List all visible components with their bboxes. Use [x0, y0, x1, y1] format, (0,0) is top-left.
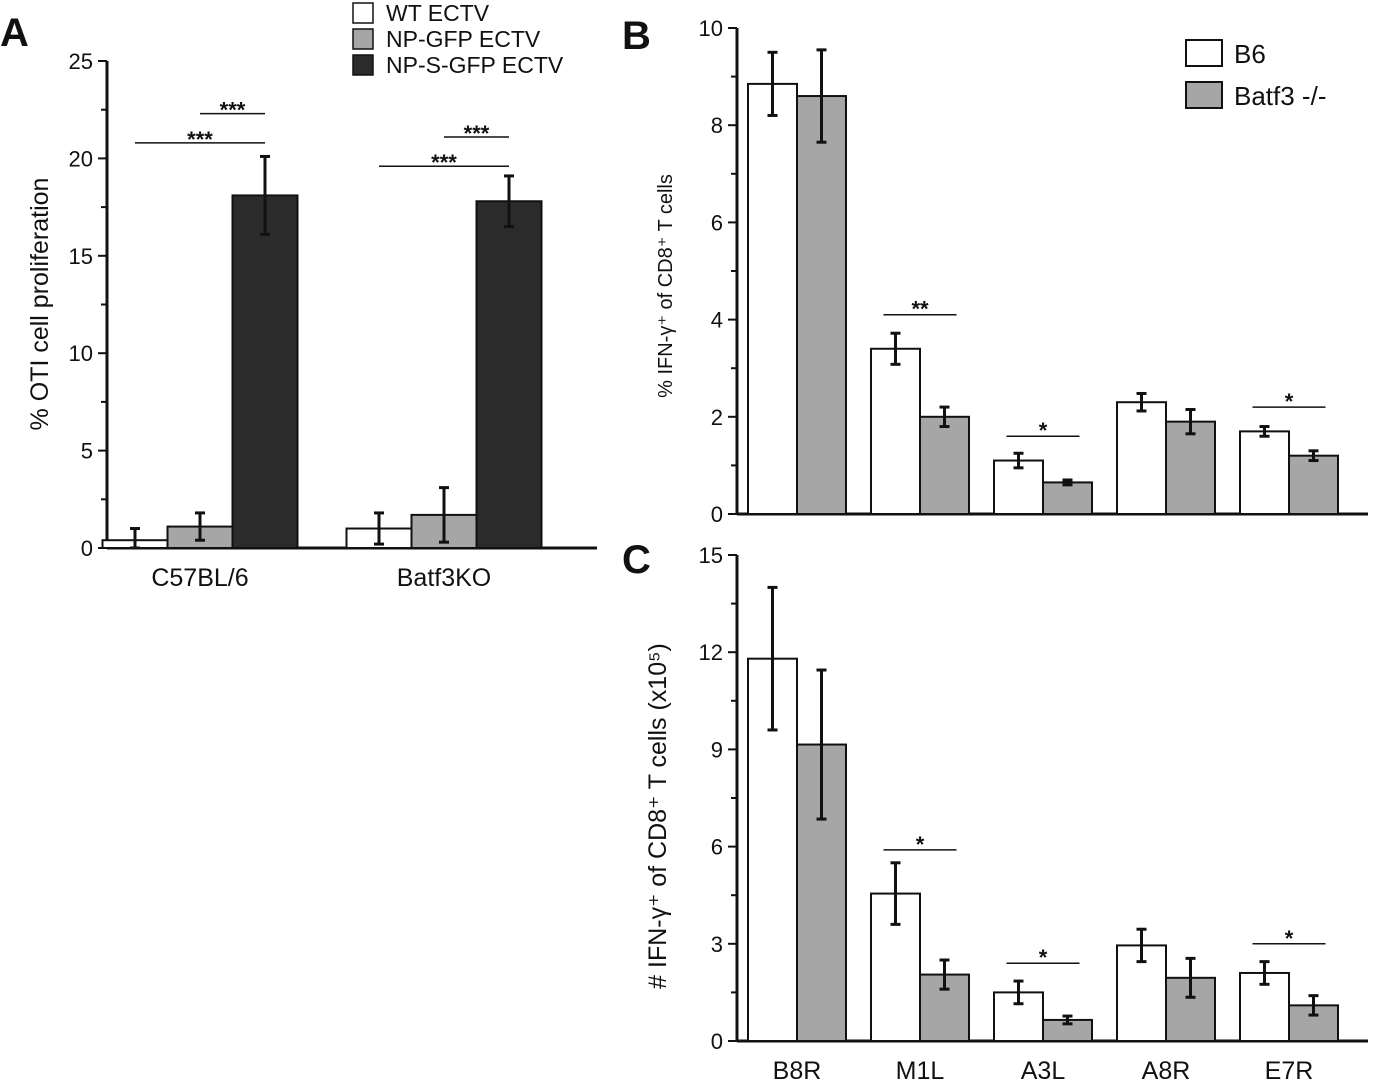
bar-m1l-1 [919, 415, 970, 515]
significance-label: *** [187, 127, 213, 152]
bar-a3l-0 [993, 459, 1044, 516]
legend-swatch [352, 54, 374, 76]
y-tick-label: 9 [711, 737, 723, 762]
x-category-label: C57BL/6 [151, 564, 248, 592]
panel-a: A 0 5 10 15 20 25 % OTI cell proliferation C57BL… [0, 0, 597, 592]
y-tick-label: 4 [711, 308, 723, 333]
significance-label: * [1285, 389, 1294, 414]
y-tick-label: 6 [711, 210, 723, 235]
y-tick-label: 8 [711, 113, 723, 138]
bar-a8r-1 [1165, 420, 1216, 515]
y-tick-label: 0 [711, 1029, 723, 1054]
significance-label: ** [911, 297, 929, 322]
bar-a8r-0 [1116, 401, 1167, 515]
legend-swatch [1185, 81, 1223, 109]
legend-swatch [352, 2, 374, 24]
y-axis-title: % IFN-γ⁺ of CD8⁺ T cells [655, 174, 677, 398]
panel-letter-b: B [622, 14, 651, 58]
y-tick-label: 6 [711, 835, 723, 860]
x-category-label: A3L [1021, 1057, 1066, 1080]
y-tick-label: 10 [69, 341, 93, 366]
y-tick-label: 10 [699, 16, 723, 41]
y-tick-label: 12 [699, 640, 723, 665]
y-axis-title: # IFN-γ⁺ of CD8⁺ T cells (x10⁵) [644, 643, 672, 989]
bar-e7r-0 [1239, 430, 1290, 516]
y-tick-label: 20 [69, 146, 93, 171]
x-category-label: M1L [896, 1057, 945, 1080]
bar-b8r-1 [796, 95, 847, 515]
significance-label: * [916, 832, 925, 857]
significance-label: *** [220, 98, 246, 123]
x-category-label: Batf3KO [397, 564, 492, 592]
y-tick-label: 2 [711, 405, 723, 430]
y-tick-label: 3 [711, 932, 723, 957]
bar-b8r-0 [747, 82, 798, 515]
y-axis-title: % OTI cell proliferation [26, 178, 54, 431]
bar-m1l-0 [870, 892, 921, 1043]
legend-label: NP-S-GFP ECTV [386, 52, 564, 78]
legend-label: Batf3 -/- [1234, 81, 1326, 111]
y-tick-label: 15 [699, 543, 723, 568]
x-category-label: E7R [1265, 1057, 1314, 1080]
legend-swatch [1185, 39, 1223, 67]
significance-label: * [1039, 945, 1048, 970]
y-tick-label: 15 [69, 244, 93, 269]
x-category-label: B8R [773, 1057, 822, 1080]
legend-label: B6 [1234, 39, 1266, 69]
y-tick-label: 5 [81, 439, 93, 464]
significance-label: *** [431, 150, 457, 175]
y-tick-label: 0 [711, 502, 723, 527]
bar-c57bl6-2 [231, 194, 299, 550]
panel-letter-a: A [0, 11, 29, 55]
bar-a3l-1 [1042, 481, 1093, 516]
significance-label: * [1285, 926, 1294, 951]
significance-label: *** [464, 121, 490, 146]
bar-m1l-0 [870, 347, 921, 516]
bar-e7r-1 [1288, 454, 1339, 515]
panel-c: C 0 3 6 9 12 15 # IFN-γ⁺ of CD8⁺ T cells (x10⁵)… [622, 538, 1368, 1085]
legend-label: NP-GFP ECTV [386, 26, 541, 52]
panel-letter-c: C [622, 538, 651, 582]
significance-label: * [1039, 418, 1048, 443]
legend-label: WT ECTV [386, 0, 490, 26]
x-category-label: A8R [1142, 1057, 1191, 1080]
bar-batf3ko-2 [475, 200, 543, 549]
y-tick-label: 25 [69, 49, 93, 74]
y-tick-label: 0 [81, 536, 93, 561]
legend-swatch [352, 28, 374, 50]
